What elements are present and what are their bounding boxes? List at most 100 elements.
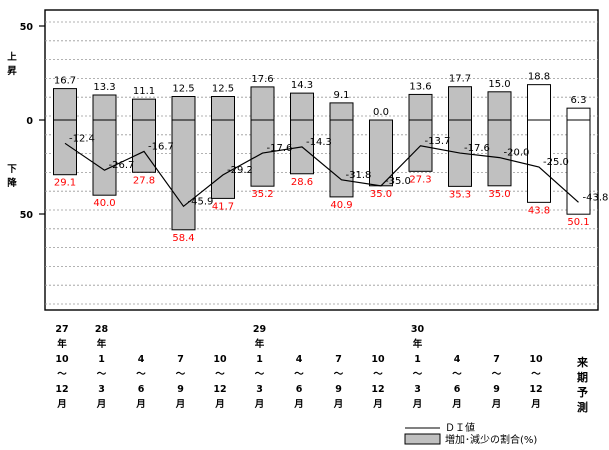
bar xyxy=(566,107,591,215)
x-tick-label: 1 xyxy=(256,354,263,365)
x-tick-label: 月 xyxy=(135,399,146,410)
y-tick-label: 0 xyxy=(26,116,33,127)
di-label: -17.6 xyxy=(267,143,293,154)
x-tick-label: 〜 xyxy=(452,369,462,380)
increase-label: 12.5 xyxy=(212,84,234,95)
decrease-label: 40.9 xyxy=(330,200,352,211)
x-tick-label: 1 xyxy=(414,354,421,365)
increase-label: 11.1 xyxy=(133,86,155,97)
bar xyxy=(448,86,472,187)
x-tick-label: 年 xyxy=(255,338,265,350)
decrease-label: 27.8 xyxy=(133,175,155,186)
increase-label: 0.0 xyxy=(373,107,389,118)
x-tick-label: 7 xyxy=(493,354,500,365)
x-tick-label: 来 xyxy=(576,355,589,369)
increase-label: 16.7 xyxy=(54,76,76,87)
di-line xyxy=(64,142,579,208)
increase-label: 18.8 xyxy=(528,72,550,83)
decrease-label: 58.4 xyxy=(172,233,194,244)
x-tick-label: 〜 xyxy=(97,369,107,380)
x-tick-label: 28 xyxy=(95,324,109,335)
x-tick-label: 1 xyxy=(98,354,105,365)
x-tick-label: 27 xyxy=(55,324,68,335)
x-tick-label: 3 xyxy=(98,384,105,395)
decrease-label: 35.2 xyxy=(251,189,273,200)
x-tick-label: 期 xyxy=(577,370,588,384)
x-tick-label: 〜 xyxy=(215,369,225,380)
x-tick-label: 予 xyxy=(577,386,588,399)
legend-bar-label: 増加･減少の割合(%) xyxy=(445,433,537,446)
bar xyxy=(171,96,196,231)
x-tick-label: 10 xyxy=(529,354,543,365)
x-tick-label: 12 xyxy=(213,384,226,395)
di-label: -43.8 xyxy=(583,192,609,203)
x-tick-label: 測 xyxy=(577,400,588,414)
bar xyxy=(92,94,117,196)
x-tick-label: 10 xyxy=(213,354,227,365)
increase-label: 14.3 xyxy=(291,80,313,91)
increase-label: 15.0 xyxy=(488,79,510,90)
y-upper-label-char: 昇 xyxy=(7,66,17,77)
x-tick-label: 〜 xyxy=(255,369,265,380)
di-label: -26.7 xyxy=(109,160,135,171)
x-tick-label: 月 xyxy=(491,399,502,410)
x-tick-label: 〜 xyxy=(373,369,383,380)
x-tick-label: 〜 xyxy=(57,369,67,380)
bar xyxy=(527,84,551,203)
x-tick-label: 月 xyxy=(333,399,344,410)
legend-bar-swatch xyxy=(404,433,441,445)
decrease-label: 41.7 xyxy=(212,201,234,212)
y-tick-label: 50 xyxy=(20,22,34,33)
x-tick-label: 9 xyxy=(335,384,342,395)
bar xyxy=(211,96,235,199)
increase-label: 17.7 xyxy=(449,74,471,85)
x-tick-label: 〜 xyxy=(334,369,344,380)
x-tick-label: 9 xyxy=(493,384,500,395)
x-tick-label: 3 xyxy=(414,384,421,395)
x-tick-label: 年 xyxy=(413,338,423,350)
legend-line-label: ＤＩ値 xyxy=(445,421,475,434)
x-tick-label: 12 xyxy=(55,384,68,395)
x-tick-label: 6 xyxy=(296,384,303,395)
x-tick-label: 年 xyxy=(57,338,67,350)
di-label: -20.0 xyxy=(504,148,530,159)
x-tick-label: 〜 xyxy=(413,369,423,380)
di-label: -25.0 xyxy=(543,157,569,168)
decrease-label: 35.0 xyxy=(488,189,510,200)
x-tick-label: 〜 xyxy=(294,369,304,380)
x-tick-label: 4 xyxy=(296,354,303,365)
x-tick-label: 3 xyxy=(256,384,263,395)
decrease-label: 29.1 xyxy=(54,178,76,189)
di-label: -45.9 xyxy=(188,196,214,207)
di-label: -14.3 xyxy=(306,137,332,148)
increase-label: 13.6 xyxy=(409,81,431,92)
y-tick-label: 50 xyxy=(20,210,34,221)
decrease-label: 50.1 xyxy=(567,217,589,228)
bar xyxy=(53,88,77,176)
x-tick-label: 12 xyxy=(529,384,542,395)
x-tick-label: 月 xyxy=(372,399,383,410)
x-tick-label: 10 xyxy=(55,354,69,365)
x-tick-label: 6 xyxy=(454,384,461,395)
x-tick-label: 月 xyxy=(56,399,67,410)
x-tick-label: 月 xyxy=(96,399,107,410)
x-tick-label: 6 xyxy=(138,384,145,395)
x-tick-label: 30 xyxy=(411,324,425,335)
increase-label: 6.3 xyxy=(571,95,587,106)
x-tick-label: 〜 xyxy=(492,369,502,380)
increase-label: 17.6 xyxy=(251,74,273,85)
increase-label: 9.1 xyxy=(334,90,350,101)
increase-label: 13.3 xyxy=(93,82,115,93)
bar xyxy=(408,93,433,172)
x-tick-label: 29 xyxy=(253,324,266,335)
x-tick-label: 〜 xyxy=(531,369,541,380)
x-tick-label: 月 xyxy=(451,399,462,410)
decrease-label: 28.6 xyxy=(291,177,313,188)
y-lower-label-char: 下 xyxy=(7,164,17,175)
x-tick-label: 4 xyxy=(138,354,145,365)
x-tick-label: 4 xyxy=(454,354,461,365)
di-label: -29.2 xyxy=(227,165,253,176)
di-label: -17.6 xyxy=(464,143,490,154)
di-label: -12.4 xyxy=(69,133,95,144)
